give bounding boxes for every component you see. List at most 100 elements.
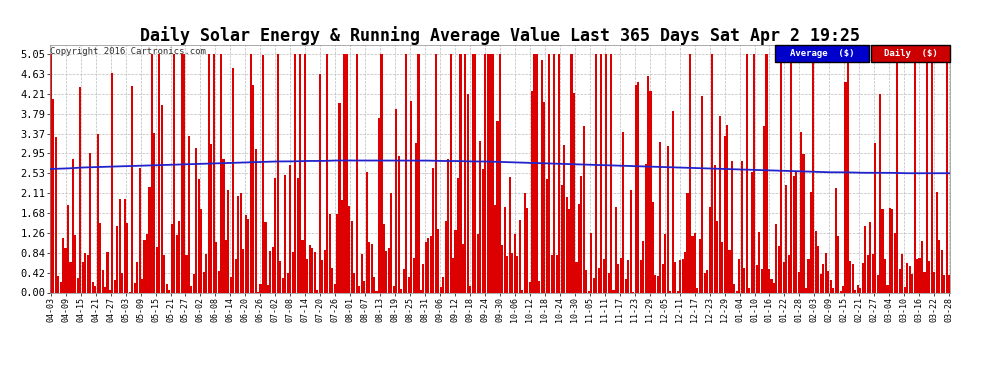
- Bar: [326, 54, 329, 292]
- Bar: [59, 282, 61, 292]
- Bar: [859, 288, 861, 292]
- Bar: [368, 242, 370, 292]
- Bar: [355, 54, 357, 292]
- Bar: [277, 54, 279, 292]
- Bar: [378, 118, 380, 292]
- Bar: [150, 54, 153, 292]
- Bar: [484, 54, 486, 292]
- Bar: [785, 185, 787, 292]
- Bar: [344, 54, 346, 292]
- Bar: [481, 169, 484, 292]
- Bar: [457, 178, 459, 292]
- Bar: [311, 248, 314, 292]
- Bar: [218, 271, 220, 292]
- Bar: [696, 288, 699, 292]
- Bar: [336, 214, 339, 292]
- Bar: [716, 221, 718, 292]
- Bar: [778, 246, 780, 292]
- Bar: [72, 159, 74, 292]
- Bar: [623, 132, 625, 292]
- Bar: [945, 54, 947, 292]
- Bar: [155, 247, 158, 292]
- Bar: [183, 54, 185, 292]
- Bar: [225, 240, 227, 292]
- Bar: [445, 221, 446, 292]
- Bar: [813, 54, 815, 292]
- Bar: [238, 196, 240, 292]
- Bar: [117, 226, 119, 292]
- Bar: [615, 207, 617, 292]
- Bar: [575, 262, 577, 292]
- Bar: [486, 54, 489, 292]
- Bar: [82, 262, 84, 292]
- Bar: [365, 172, 367, 292]
- Bar: [519, 219, 521, 292]
- Bar: [640, 260, 642, 292]
- Bar: [919, 258, 921, 292]
- Bar: [743, 268, 745, 292]
- Bar: [671, 111, 674, 292]
- Bar: [57, 276, 59, 292]
- Bar: [188, 136, 190, 292]
- Bar: [849, 261, 851, 292]
- Bar: [443, 278, 445, 292]
- Bar: [558, 54, 560, 292]
- Bar: [866, 255, 869, 292]
- Bar: [661, 264, 664, 292]
- Bar: [267, 285, 269, 292]
- Bar: [346, 54, 347, 292]
- Bar: [279, 261, 281, 292]
- Bar: [504, 207, 506, 292]
- Bar: [213, 54, 215, 292]
- Bar: [739, 259, 741, 292]
- Bar: [874, 143, 876, 292]
- Bar: [545, 179, 547, 292]
- Bar: [704, 273, 706, 292]
- Bar: [249, 54, 251, 292]
- Bar: [413, 258, 415, 292]
- Bar: [433, 168, 435, 292]
- Bar: [297, 178, 299, 292]
- Bar: [578, 204, 580, 292]
- Bar: [555, 255, 557, 292]
- Bar: [198, 179, 200, 292]
- Bar: [943, 276, 945, 292]
- Bar: [287, 273, 289, 292]
- Bar: [215, 243, 217, 292]
- Bar: [775, 224, 777, 292]
- Bar: [638, 82, 640, 292]
- Bar: [228, 190, 230, 292]
- Bar: [780, 54, 782, 292]
- Bar: [603, 259, 605, 292]
- Bar: [385, 251, 387, 292]
- Bar: [423, 264, 425, 292]
- Bar: [706, 270, 708, 292]
- Bar: [259, 284, 261, 292]
- Bar: [141, 279, 144, 292]
- Bar: [124, 199, 126, 292]
- Bar: [635, 86, 637, 292]
- Bar: [243, 249, 245, 292]
- Bar: [643, 242, 644, 292]
- Bar: [869, 222, 871, 292]
- Bar: [294, 54, 296, 292]
- Bar: [428, 238, 430, 292]
- Bar: [864, 226, 866, 292]
- Bar: [560, 185, 562, 292]
- Bar: [89, 153, 91, 292]
- Bar: [676, 291, 679, 292]
- Bar: [203, 272, 205, 292]
- Bar: [876, 275, 879, 292]
- Bar: [731, 161, 733, 292]
- Bar: [679, 260, 681, 292]
- Bar: [134, 282, 136, 292]
- Bar: [121, 273, 124, 292]
- Bar: [435, 54, 437, 292]
- Bar: [509, 177, 511, 292]
- Bar: [861, 263, 864, 292]
- Bar: [573, 93, 575, 292]
- Bar: [911, 274, 913, 292]
- Bar: [745, 54, 747, 292]
- Bar: [393, 286, 395, 292]
- Bar: [529, 282, 531, 292]
